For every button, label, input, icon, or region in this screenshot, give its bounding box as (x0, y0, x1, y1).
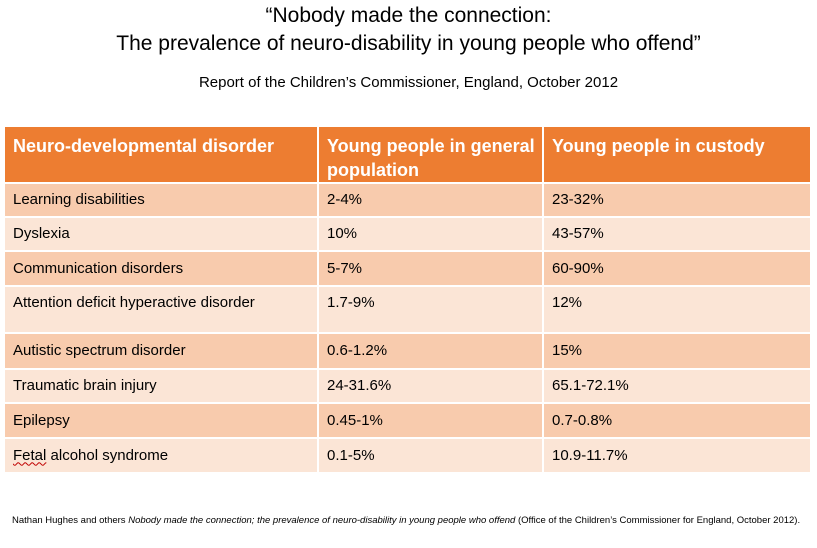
custody-cell: 0.7-0.8% (543, 403, 810, 439)
table-row: Epilepsy 0.45-1% 0.7-0.8% (5, 403, 810, 439)
custody-cell: 60-90% (543, 251, 810, 287)
column-header-custody: Young people in custody (543, 127, 810, 184)
table-row: Autistic spectrum disorder 0.6-1.2% 15% (5, 333, 810, 370)
disorder-cell: Learning disabilities (5, 183, 319, 218)
disorder-cell: Traumatic brain injury (5, 369, 319, 404)
table-row: Learning disabilities 2-4% 23-32% (5, 183, 810, 218)
disorder-cell: Epilepsy (5, 403, 319, 439)
table-row: Attention deficit hyperactive disorder 1… (5, 286, 810, 334)
general-population-cell: 1.7-9% (318, 286, 544, 334)
table-row: Communication disorders 5-7% 60-90% (5, 251, 810, 287)
disorder-cell: Attention deficit hyperactive disorder (5, 286, 319, 334)
footnote-publisher: (Office of the Children’s Commissioner f… (515, 515, 801, 526)
column-header-disorder: Neuro-developmental disorder (5, 127, 319, 184)
disorder-cell: Dyslexia (5, 217, 319, 252)
report-title: “Nobody made the connection: The prevale… (0, 2, 817, 58)
table-row: Traumatic brain injury 24-31.6% 65.1-72.… (5, 369, 810, 404)
title-line-1: “Nobody made the connection: (265, 4, 552, 27)
table-header-row: Neuro-developmental disorder Young peopl… (5, 127, 810, 184)
disorder-cell: Autistic spectrum disorder (5, 333, 319, 370)
footnote-work-title: Nobody made the connection; the prevalen… (128, 515, 516, 526)
disorder-rest: alcohol syndrome (46, 446, 169, 464)
custody-cell: 43-57% (543, 217, 810, 252)
column-header-general-population: Young people in general population (318, 127, 544, 184)
general-population-cell: 10% (318, 217, 544, 252)
source-footnote: Nathan Hughes and others Nobody made the… (12, 514, 802, 527)
footnote-author: Nathan Hughes and others (12, 515, 129, 526)
custody-cell: 23-32% (543, 183, 810, 218)
custody-cell: 15% (543, 333, 810, 370)
general-population-cell: 0.6-1.2% (318, 333, 544, 370)
disorder-cell: Communication disorders (5, 251, 319, 287)
table-row: Dyslexia 10% 43-57% (5, 217, 810, 252)
title-line-2: The prevalence of neuro-disability in yo… (116, 32, 701, 55)
prevalence-table: Neuro-developmental disorder Young peopl… (5, 127, 810, 474)
table-row: Fetal alcohol syndrome 0.1-5% 10.9-11.7% (5, 438, 810, 474)
custody-cell: 12% (543, 286, 810, 334)
disorder-cell: Fetal alcohol syndrome (5, 438, 319, 474)
report-subtitle: Report of the Children’s Commissioner, E… (198, 74, 619, 91)
general-population-cell: 24-31.6% (318, 369, 544, 404)
general-population-cell: 0.1-5% (318, 438, 544, 474)
general-population-cell: 0.45-1% (318, 403, 544, 439)
spellcheck-word: Fetal (13, 446, 47, 464)
general-population-cell: 2-4% (318, 183, 544, 218)
custody-cell: 65.1-72.1% (543, 369, 810, 404)
general-population-cell: 5-7% (318, 251, 544, 287)
custody-cell: 10.9-11.7% (543, 438, 810, 474)
